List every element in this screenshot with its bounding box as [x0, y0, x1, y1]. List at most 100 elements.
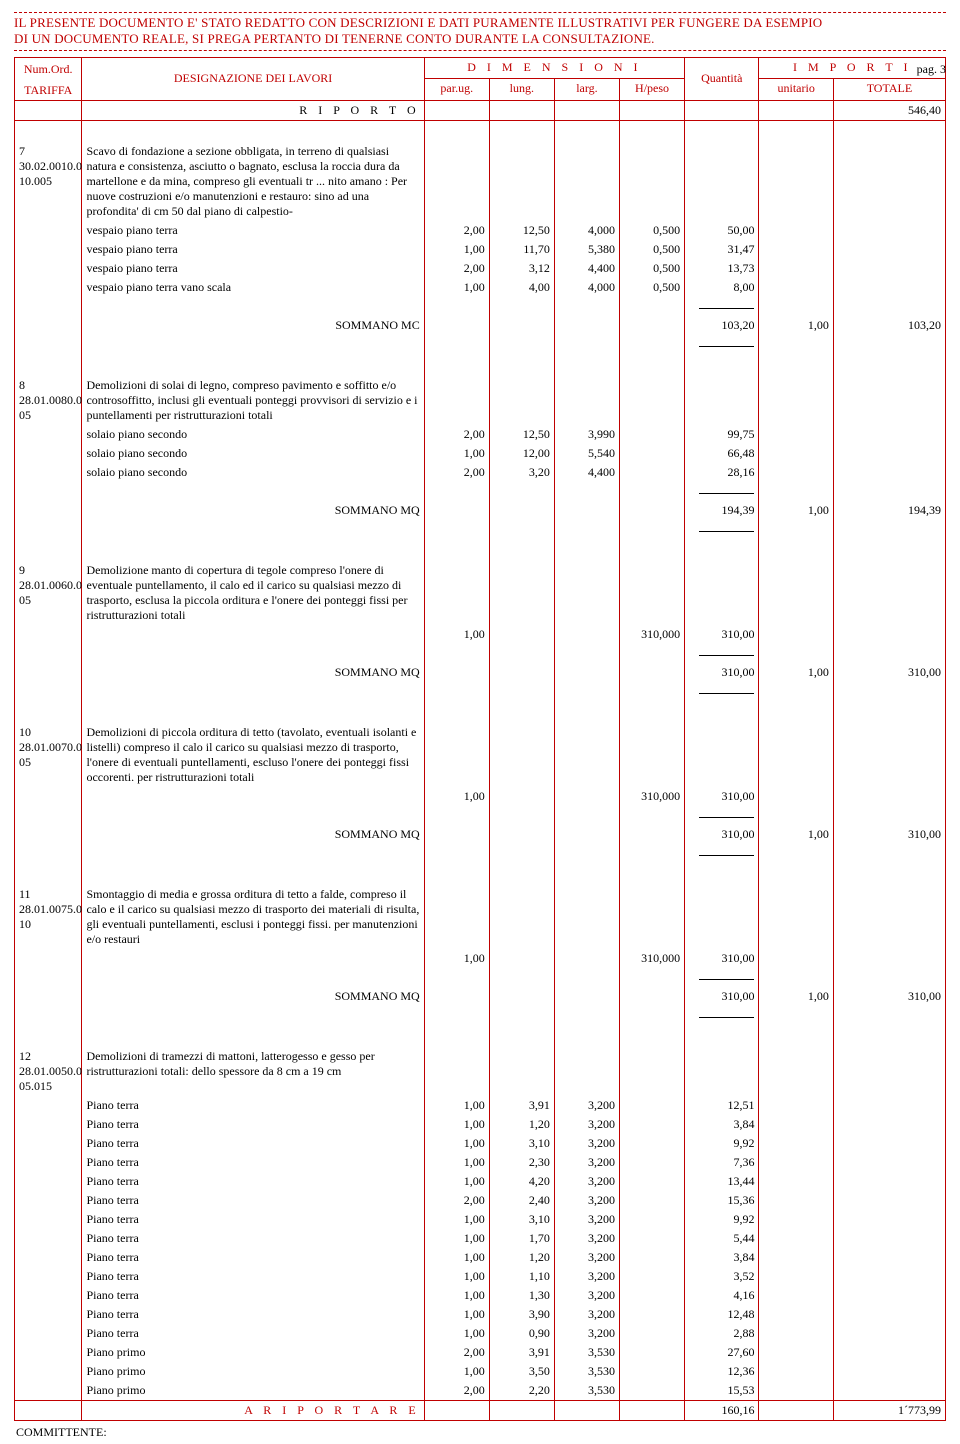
table-outer: Num.Ord. TARIFFA DESIGNAZIONE DEI LAVORI… — [14, 57, 946, 1422]
hdr-quantita: Quantità — [685, 58, 759, 101]
measure-larg: 3,200 — [554, 1267, 619, 1286]
sum-unit: 1,00 — [759, 316, 833, 335]
measure-qta: 13,44 — [685, 1172, 759, 1191]
measure-lung: 3,10 — [489, 1134, 554, 1153]
main-table: Num.Ord. TARIFFA DESIGNAZIONE DEI LAVORI… — [15, 58, 945, 1421]
measure-hpeso: 0,500 — [619, 221, 684, 240]
measure-hpeso — [619, 1267, 684, 1286]
measure-qta: 7,36 — [685, 1153, 759, 1172]
sum-tot: 310,00 — [833, 987, 945, 1006]
measure-larg: 3,200 — [554, 1172, 619, 1191]
measure-parug: 1,00 — [424, 625, 489, 644]
measure-hpeso — [619, 1172, 684, 1191]
measure-parug: 2,00 — [424, 221, 489, 240]
measure-qta: 50,00 — [685, 221, 759, 240]
measure-lung: 3,91 — [489, 1096, 554, 1115]
item-num: 11 — [19, 887, 77, 902]
measure-qta: 12,51 — [685, 1096, 759, 1115]
disclaimer-line2: DI UN DOCUMENTO REALE, SI PREGA PERTANTO… — [14, 31, 655, 46]
measure-qta: 4,16 — [685, 1286, 759, 1305]
ariportare-qta: 160,16 — [685, 1401, 759, 1421]
measure-larg — [554, 787, 619, 806]
sum-label: SOMMANO MC — [82, 316, 424, 335]
measure-lung: 3,50 — [489, 1362, 554, 1381]
measure-label: solaio piano secondo — [82, 425, 424, 444]
measure-hpeso — [619, 1134, 684, 1153]
measure-lung: 11,70 — [489, 240, 554, 259]
sum-qta: 194,39 — [685, 501, 759, 520]
sum-unit: 1,00 — [759, 987, 833, 1006]
measure-qta: 15,53 — [685, 1381, 759, 1401]
measure-lung: 4,00 — [489, 278, 554, 297]
measure-lung: 3,10 — [489, 1210, 554, 1229]
item-tariffa: 28.01.0080.005 — [19, 393, 77, 423]
measure-label: solaio piano secondo — [82, 463, 424, 482]
measure-qta: 28,16 — [685, 463, 759, 482]
measure-lung: 3,20 — [489, 463, 554, 482]
disclaimer-line1: IL PRESENTE DOCUMENTO E' STATO REDATTO C… — [14, 15, 822, 30]
item-tariffa: 28.01.0075.010 — [19, 902, 77, 932]
measure-parug: 2,00 — [424, 425, 489, 444]
measure-qta: 66,48 — [685, 444, 759, 463]
measure-label: Piano terra — [82, 1248, 424, 1267]
hdr-unitario: unitario — [759, 78, 833, 100]
measure-larg: 3,200 — [554, 1229, 619, 1248]
item-tariffa: 28.01.0060.005 — [19, 578, 77, 608]
measure-qta: 12,48 — [685, 1305, 759, 1324]
measure-lung: 4,20 — [489, 1172, 554, 1191]
item-num-tariffa: 928.01.0060.005 — [15, 561, 82, 625]
measure-parug: 1,00 — [424, 1172, 489, 1191]
measure-larg: 3,200 — [554, 1324, 619, 1343]
item-description: Scavo di fondazione a sezione obbligata,… — [82, 142, 424, 221]
measure-label: Piano primo — [82, 1343, 424, 1362]
sum-tot: 310,00 — [833, 663, 945, 682]
measure-larg — [554, 625, 619, 644]
measure-hpeso — [619, 1381, 684, 1401]
measure-parug: 2,00 — [424, 1191, 489, 1210]
measure-hpeso — [619, 463, 684, 482]
measure-larg — [554, 949, 619, 968]
sum-label: SOMMANO MQ — [82, 825, 424, 844]
sum-qta: 310,00 — [685, 825, 759, 844]
measure-qta: 310,00 — [685, 787, 759, 806]
measure-larg: 3,530 — [554, 1381, 619, 1401]
measure-lung: 1,10 — [489, 1267, 554, 1286]
measure-larg: 3,200 — [554, 1305, 619, 1324]
sum-label: SOMMANO MQ — [82, 987, 424, 1006]
measure-label — [82, 949, 424, 968]
sum-tot: 103,20 — [833, 316, 945, 335]
measure-lung — [489, 949, 554, 968]
item-description: Demolizioni di tramezzi di mattoni, latt… — [82, 1047, 424, 1096]
measure-hpeso — [619, 1096, 684, 1115]
item-num: 10 — [19, 725, 77, 740]
hdr-hpeso: H/peso — [619, 78, 684, 100]
measure-parug: 1,00 — [424, 1286, 489, 1305]
measure-larg: 4,400 — [554, 463, 619, 482]
measure-parug: 1,00 — [424, 1248, 489, 1267]
measure-lung: 1,20 — [489, 1115, 554, 1134]
measure-label — [82, 787, 424, 806]
measure-lung: 12,00 — [489, 444, 554, 463]
top-dashline — [14, 12, 946, 13]
measure-parug: 1,00 — [424, 1134, 489, 1153]
measure-hpeso: 310,000 — [619, 787, 684, 806]
measure-label: Piano terra — [82, 1305, 424, 1324]
ariportare-label: A R I P O R T A R E — [82, 1401, 424, 1421]
sum-unit: 1,00 — [759, 825, 833, 844]
item-num: 7 — [19, 144, 77, 159]
measure-qta: 15,36 — [685, 1191, 759, 1210]
sum-qta: 310,00 — [685, 663, 759, 682]
measure-label: Piano primo — [82, 1381, 424, 1401]
measure-larg: 5,380 — [554, 240, 619, 259]
measure-larg: 3,200 — [554, 1134, 619, 1153]
measure-larg: 3,200 — [554, 1191, 619, 1210]
measure-parug: 1,00 — [424, 278, 489, 297]
measure-parug: 1,00 — [424, 1267, 489, 1286]
measure-qta: 310,00 — [685, 625, 759, 644]
hdr-parug: par.ug. — [424, 78, 489, 100]
measure-label: Piano terra — [82, 1229, 424, 1248]
measure-lung: 12,50 — [489, 221, 554, 240]
item-tariffa: 28.01.0070.005 — [19, 740, 77, 770]
measure-parug: 2,00 — [424, 463, 489, 482]
measure-qta: 27,60 — [685, 1343, 759, 1362]
